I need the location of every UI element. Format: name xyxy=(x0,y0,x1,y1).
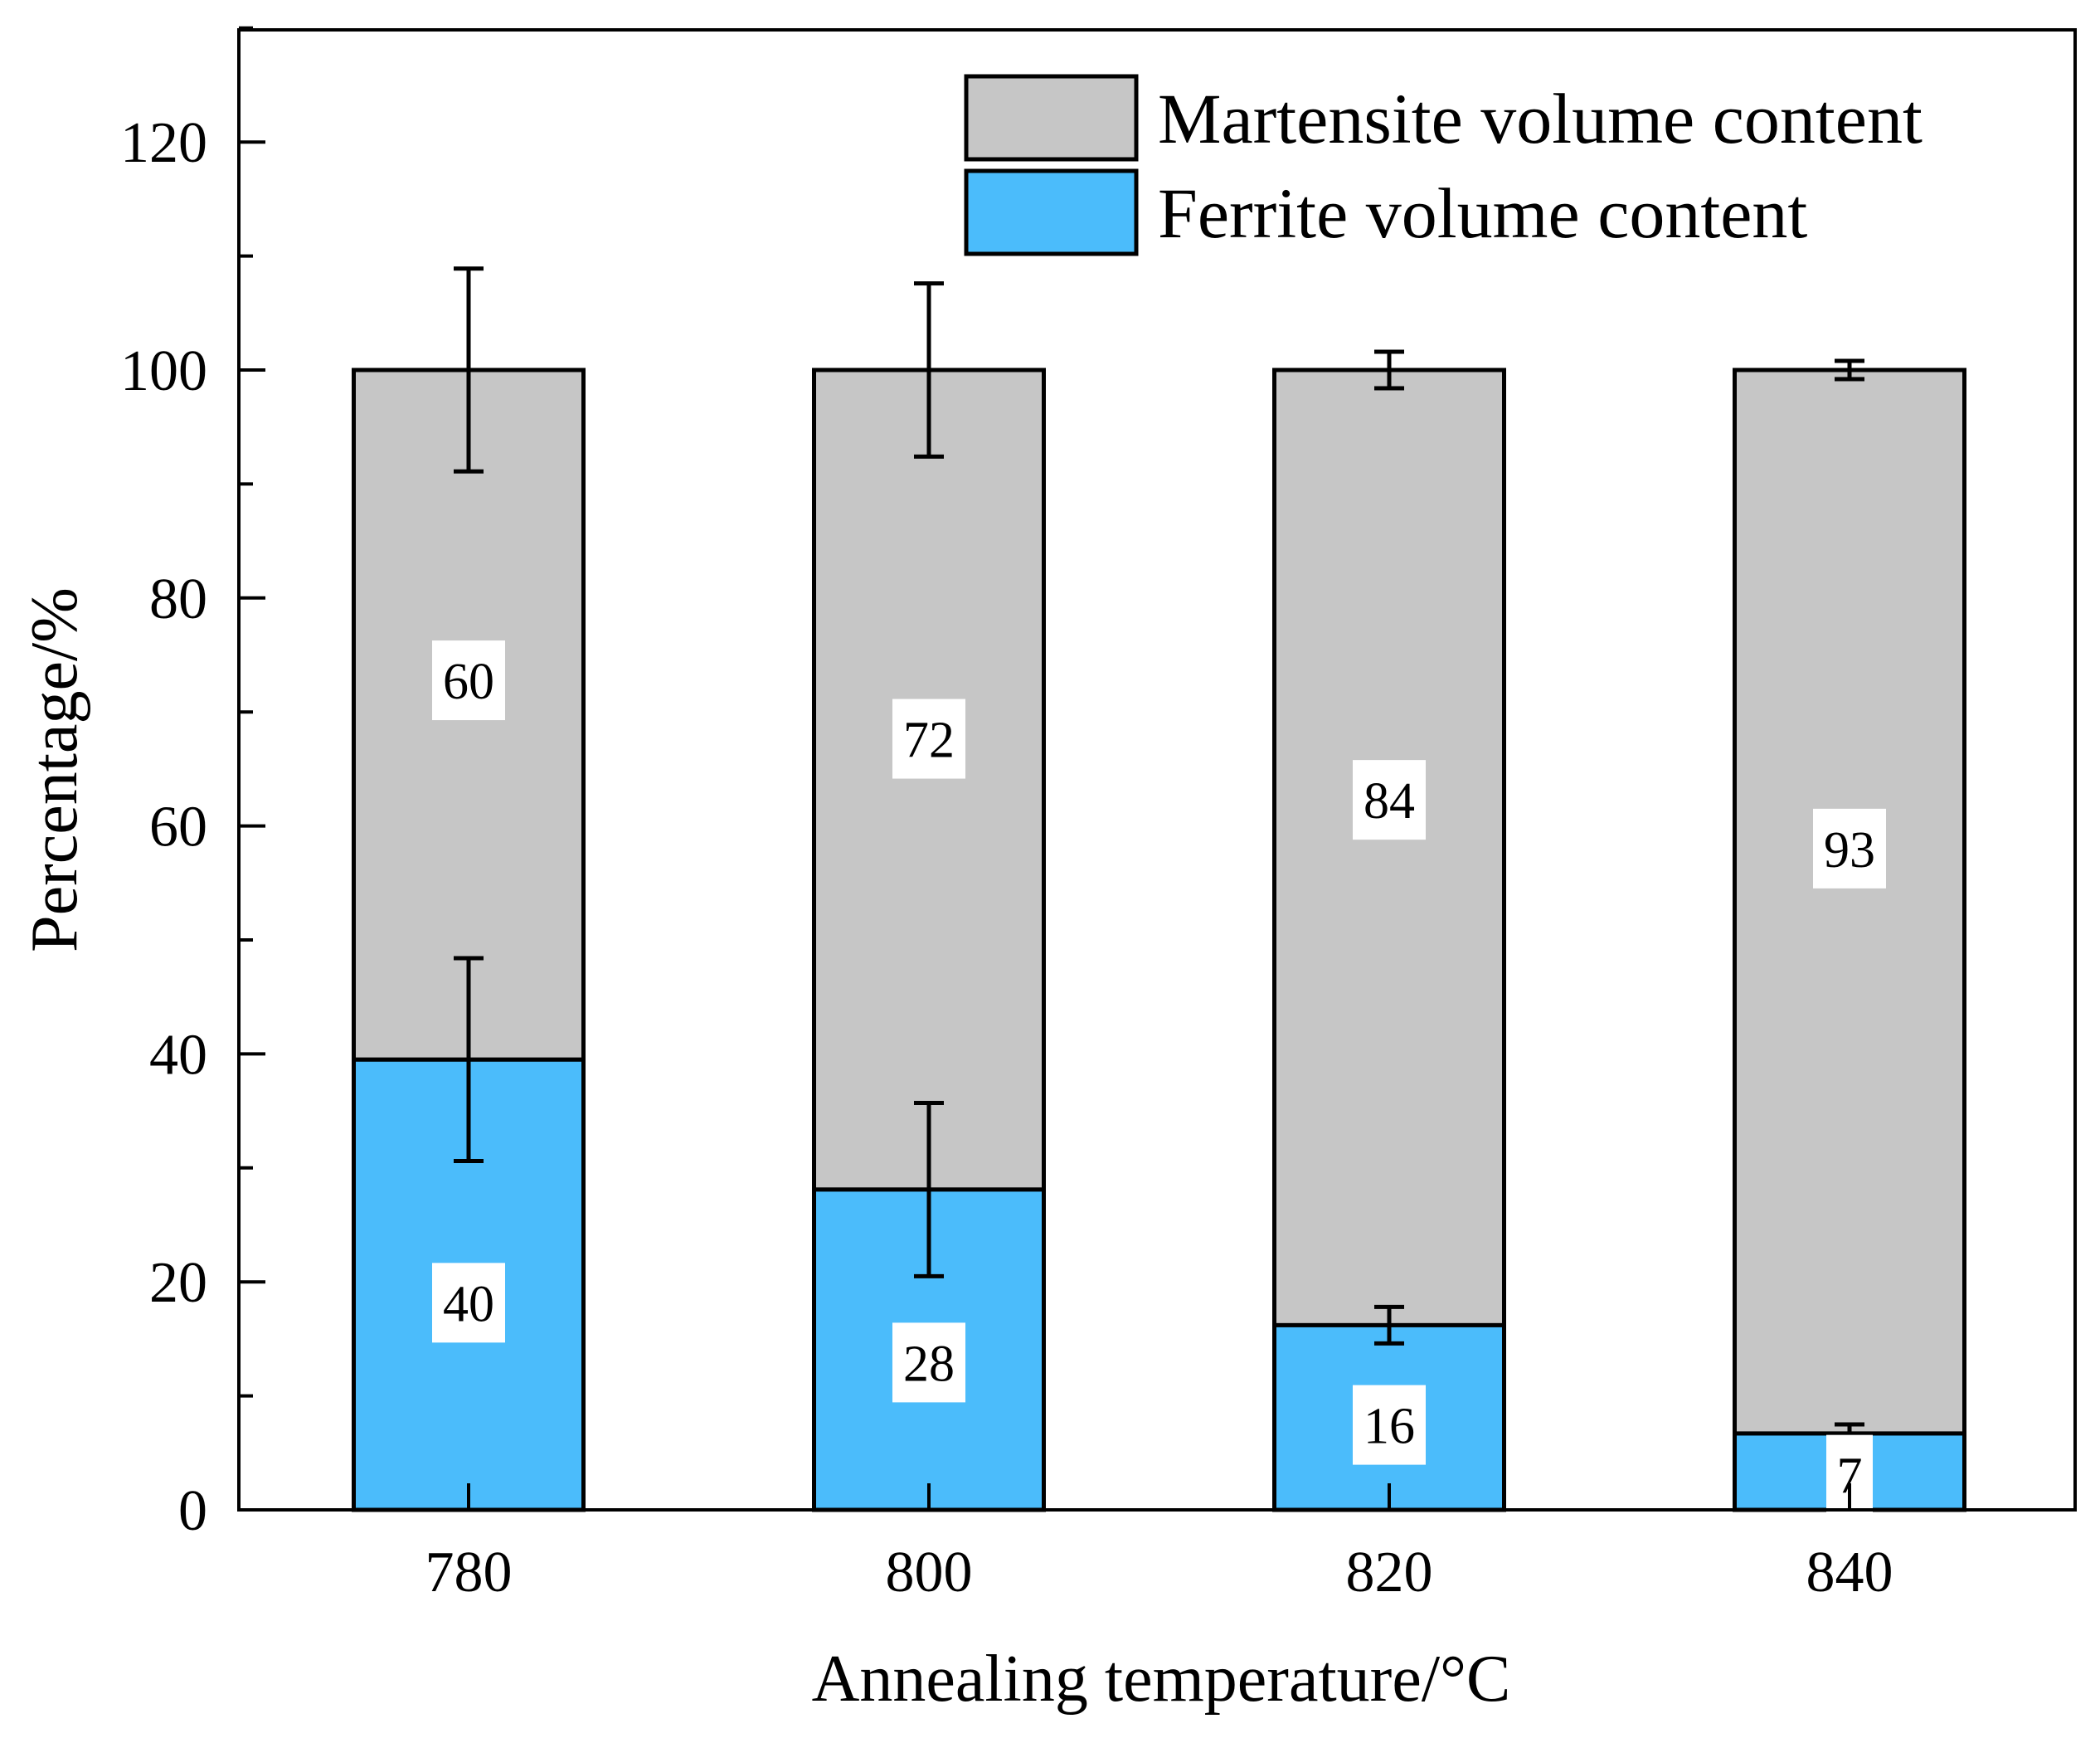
data-label-martensite-840: 93 xyxy=(1813,808,1886,888)
error-bar-martensite-840 xyxy=(1835,358,1864,382)
x-tick-label-800: 800 xyxy=(886,1541,973,1604)
data-label-text: 60 xyxy=(443,654,494,710)
error-bar-martensite-780 xyxy=(454,266,484,474)
data-label-box xyxy=(1353,760,1426,840)
data-label-text: 72 xyxy=(903,713,955,769)
error-bar-ferrite-780 xyxy=(454,956,484,1164)
data-label-box xyxy=(892,1322,965,1403)
data-label-martensite-820: 84 xyxy=(1353,760,1426,840)
data-label-text: 93 xyxy=(1824,822,1875,879)
y-tick-label-40: 40 xyxy=(149,1023,207,1087)
bar-martensite-800 xyxy=(812,368,1046,1192)
data-label-text: 28 xyxy=(903,1336,955,1392)
error-bar-ferrite-820 xyxy=(1374,1304,1404,1346)
y-tick-label-120: 120 xyxy=(120,111,207,175)
legend-swatch xyxy=(964,168,1139,256)
x-axis-title: Annealing temperature/°C xyxy=(812,1643,1511,1716)
y-tick-label-60: 60 xyxy=(149,796,207,859)
axis-ticks-layer: 780 800 820 840 0 20 40 60 80 100 120 xyxy=(120,26,1893,1604)
error-bar-martensite-820 xyxy=(1374,349,1404,391)
legend-swatch xyxy=(964,74,1139,162)
y-tick-label-0: 0 xyxy=(178,1479,207,1543)
data-label-ferrite-780: 40 xyxy=(432,1263,505,1343)
legend-item-martensite: Martensite volume content xyxy=(964,74,1923,162)
data-label-text: 40 xyxy=(443,1276,494,1332)
y-tick-label-100: 100 xyxy=(120,339,207,403)
data-label-text: 84 xyxy=(1364,773,1415,830)
y-axis-title: Percentage/% xyxy=(18,587,91,952)
error-bars-layer xyxy=(454,266,1864,1445)
legend-label: Ferrite volume content xyxy=(1158,173,1807,253)
error-bar-ferrite-800 xyxy=(914,1100,944,1278)
bars-layer xyxy=(352,368,1966,1512)
legend: Martensite volume content Ferrite volume … xyxy=(964,74,1923,256)
bar-martensite-820 xyxy=(1272,368,1506,1327)
data-label-box xyxy=(1353,1385,1426,1465)
x-tick-label-820: 820 xyxy=(1346,1541,1433,1604)
data-label-martensite-780: 60 xyxy=(432,640,505,721)
data-label-ferrite-800: 28 xyxy=(892,1322,965,1403)
plot-frame xyxy=(237,28,2077,1512)
error-bar-martensite-800 xyxy=(914,281,944,459)
y-tick-label-80: 80 xyxy=(149,567,207,631)
legend-item-ferrite: Ferrite volume content xyxy=(964,168,1807,256)
x-tick-label-840: 840 xyxy=(1806,1541,1893,1604)
legend-label: Martensite volume content xyxy=(1158,79,1923,158)
data-label-box xyxy=(1813,808,1886,888)
x-tick-label-780: 780 xyxy=(425,1541,513,1604)
data-label-ferrite-820: 16 xyxy=(1353,1385,1426,1465)
data-label-text: 16 xyxy=(1364,1399,1415,1455)
data-label-martensite-800: 72 xyxy=(892,699,965,779)
data-label-box xyxy=(432,1263,505,1343)
y-tick-label-20: 20 xyxy=(149,1251,207,1315)
data-label-box xyxy=(892,699,965,779)
bar-martensite-840 xyxy=(1733,368,1966,1436)
data-label-box xyxy=(432,640,505,721)
